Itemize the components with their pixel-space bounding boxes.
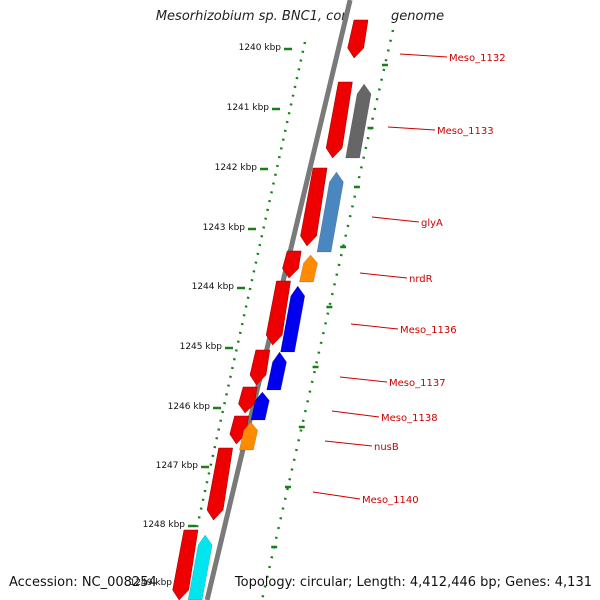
ruler-label: 1244 kbp xyxy=(192,282,235,292)
ruler-label: 1246 kbp xyxy=(168,402,211,412)
gene-leader-line xyxy=(399,53,448,58)
gene-label: Meso_1136 xyxy=(400,325,457,336)
gene-arrow-forward xyxy=(280,285,306,353)
gene-label: Meso_1138 xyxy=(381,413,438,424)
gene-leader-line xyxy=(312,491,361,500)
gene-arrow-reverse xyxy=(300,167,328,247)
gene-arrow-reverse xyxy=(325,81,353,159)
ruler-label: 1242 kbp xyxy=(215,163,258,173)
gene-arrow-forward xyxy=(250,391,270,421)
gene-label: Meso_1133 xyxy=(437,126,494,137)
gene-arrow-reverse xyxy=(229,415,249,445)
gene-arrow-forward xyxy=(316,171,344,253)
gene-arrow-reverse xyxy=(238,386,258,414)
gene-label: nrdR xyxy=(409,274,433,285)
gene-arrow-reverse xyxy=(172,529,199,600)
gene-label: Meso_1137 xyxy=(389,378,446,389)
gene-label: glyA xyxy=(421,218,443,229)
gene-arrow-forward-cyan xyxy=(187,534,213,600)
accession-text: Accession: NC_008254 xyxy=(9,575,157,590)
ruler-label: 1243 kbp xyxy=(203,223,246,233)
gene-arrow-reverse xyxy=(347,19,369,59)
ruler-label: 1240 kbp xyxy=(239,43,282,53)
ruler-label: 1245 kbp xyxy=(180,342,223,352)
gene-arrow-forward xyxy=(239,421,258,451)
ruler-dotted-line xyxy=(181,41,307,591)
gene-leader-line xyxy=(331,410,380,418)
gene-arrow-forward xyxy=(299,254,318,283)
gene-leader-line xyxy=(350,323,399,330)
gene-arrow-reverse xyxy=(206,447,233,521)
gene-leader-line xyxy=(359,272,408,279)
gene-arrow-reverse xyxy=(265,280,291,346)
gene-leader-line xyxy=(339,376,388,383)
ruler-label: 1247 kbp xyxy=(156,461,199,471)
gene-label: nusB xyxy=(374,442,399,453)
gene-labels: Meso_1132 Meso_1133 glyA nrdR Meso_1136 Meso_… xyxy=(312,53,506,506)
gene-leader-line xyxy=(371,216,420,223)
ruler-label: 1249 kbp xyxy=(130,578,173,588)
ruler: 1240 kbp 1241 kbp 1242 kbp 1243 kbp 1244 kbp… xyxy=(130,43,292,588)
gene-leader-line xyxy=(324,440,373,447)
gene-label: Meso_1140 xyxy=(362,495,419,506)
topology-text: Topology: circular; Length: 4,412,446 bp… xyxy=(234,575,592,590)
gene-arrow-reverse xyxy=(282,250,302,279)
gene-label: Meso_1132 xyxy=(449,53,506,64)
gene-arrow-forward xyxy=(345,83,372,159)
gene-arrow-reverse xyxy=(249,349,271,386)
gene-arrow-forward xyxy=(266,351,287,391)
ruler-label: 1248 kbp xyxy=(143,520,186,530)
gene-leader-line xyxy=(387,126,436,131)
ruler-label: 1241 kbp xyxy=(227,103,270,113)
